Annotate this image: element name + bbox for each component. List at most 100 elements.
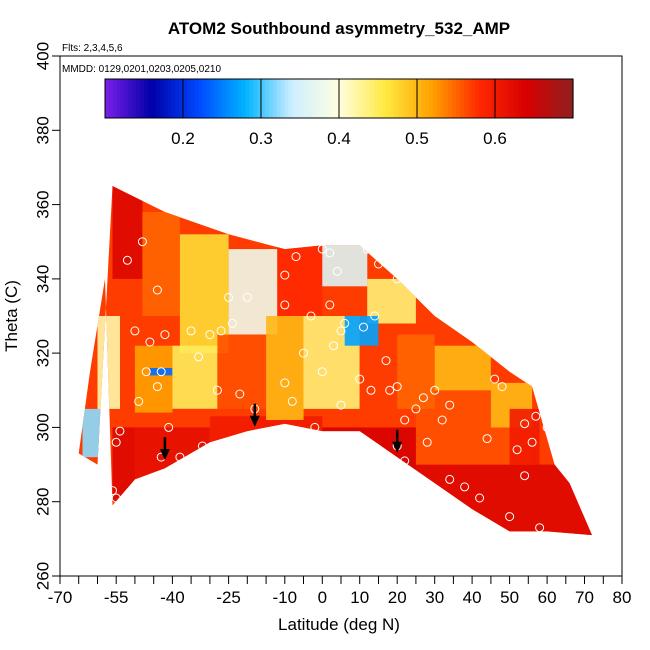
colorbar-segment [444,79,449,118]
colorbar-segment [389,79,395,118]
data-point [175,452,185,462]
colorbar-tick-label: 0.3 [249,129,273,148]
heatmap-cell-13 [322,245,368,287]
y-axis: 260 280 300 320 340 360 380 400 [33,42,60,590]
colorbar-segment [339,79,344,118]
y-tick-label: 260 [33,562,52,590]
y-tick-label: 400 [33,42,52,70]
data-point [505,512,515,522]
colorbar-segment [284,79,289,118]
colorbar-tick-label: 0.2 [171,129,195,148]
data-point [205,330,215,340]
colorbar-segment [202,79,207,118]
colorbar-segment [128,79,133,118]
heatmap-cell-15 [134,345,173,413]
colorbar-segment [385,79,391,118]
data-point [115,426,125,436]
colorbar-segment [362,79,367,118]
data-point [299,348,308,358]
data-point [164,422,174,432]
colorbar-segment [116,79,122,118]
colorbar-segment [475,79,480,118]
data-point [392,382,402,392]
colorbar-segment [483,79,488,118]
colorbar-segment [440,79,445,118]
x-tick-label: 40 [463,588,482,607]
data-point [336,326,346,336]
colorbar-segment [315,79,321,118]
colorbar-segment [452,79,457,118]
colorbar-segment [498,79,504,118]
colorbar-segment [448,79,453,118]
colorbar-segment [268,79,274,118]
x-tick-label: -10 [273,588,298,607]
data-point [385,385,395,395]
colorbar-segment [237,79,243,118]
data-point [280,378,290,388]
x-tick-label: 20 [388,588,407,607]
colorbar-segment [300,79,305,118]
colorbar-segment [214,79,219,118]
data-point [197,441,207,451]
colorbar-segment [557,79,562,118]
data-point [490,374,500,384]
data-point [329,341,338,351]
data-point [482,434,492,444]
data-point [366,385,376,395]
data-point [306,311,316,321]
colorbar-segment [479,79,484,118]
colorbar-segment [132,79,137,118]
data-point [374,259,383,269]
data-point [400,456,410,466]
data-point [535,523,545,533]
data-point [520,471,530,481]
data-point [325,300,335,310]
colorbar-segment [537,79,543,118]
data-point [340,318,350,328]
data-point [497,382,507,392]
colorbar-segment [495,79,500,118]
colorbar-segment [378,79,383,118]
colorbar-segment [179,79,184,118]
data-point [418,393,428,403]
colorbar-segment [229,79,235,118]
data-point [520,419,530,429]
colorbar-segment [417,79,422,118]
colorbar-segment [463,79,469,118]
colorbar-segment [225,79,231,118]
colorbar-segment [245,79,250,118]
colorbar-segment [292,79,297,118]
colorbar-segment [366,79,371,118]
data-point [156,367,166,377]
data-point [370,311,380,321]
colorbar-segment [183,79,188,118]
colorbar-segment [370,79,375,118]
colorbar-segment [436,79,441,118]
colorbar-segment [296,79,301,118]
colorbar-segment [108,79,114,118]
x-tick-label: -40 [160,588,185,607]
y-tick-label: 340 [33,265,52,293]
data-point [194,352,204,362]
colorbar-segment [147,79,153,118]
data-point [280,300,290,310]
colorbar-segment [222,79,227,118]
data-point [216,326,226,336]
colorbar-segment [257,79,262,118]
colorbar-segment [432,79,438,118]
colorbar-segment [397,79,402,118]
colorbar-segment [253,79,258,118]
data-point [152,285,162,295]
colorbar-segment [194,79,200,118]
colorbar-tick-label: 0.5 [405,129,429,148]
heatmap-cell-26 [509,408,540,465]
colorbar-segment [514,79,519,118]
colorbar-segment [522,79,527,118]
y-tick-label: 280 [33,488,52,516]
colorbar-segment [144,79,149,118]
colorbar-segment [342,79,348,118]
data-point [212,385,222,395]
colorbar: 0.2 0.3 0.4 0.5 0.6 [104,78,574,148]
colorbar-segment [171,79,176,118]
